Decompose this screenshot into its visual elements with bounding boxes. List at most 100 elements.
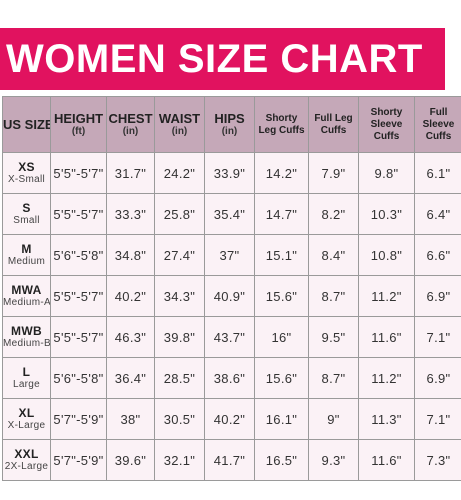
- measurement-cell: 14.2": [254, 152, 309, 194]
- measurement-cell: 11.6": [358, 316, 415, 358]
- measurement-cell: 5'6"-5'8": [50, 234, 107, 276]
- measurement-cell: 43.7": [204, 316, 255, 358]
- measurement-cell: 8.7": [308, 357, 359, 399]
- table-row: M Medium 5'6"-5'8" 34.8" 27.4" 37" 15.1" 8.4" 10…: [2, 234, 461, 276]
- size-chart-table: US SIZE HEIGHT (ft) CHEST (in) WAIST (in) HIPS(…: [2, 96, 461, 481]
- column-header: US SIZE: [2, 96, 51, 153]
- column-header-unit: (in): [221, 126, 238, 137]
- measurement-cell: 30.5": [154, 398, 205, 440]
- column-header-unit: (ft): [71, 126, 86, 137]
- column-header-label: CHEST: [108, 111, 153, 126]
- measurement-cell: 46.3": [106, 316, 155, 358]
- measurement-cell: 8.4": [308, 234, 359, 276]
- measurement-cell: 5'6"-5'8": [50, 357, 107, 399]
- measurement-cell: 27.4": [154, 234, 205, 276]
- measurement-cell: 37": [204, 234, 255, 276]
- column-header-label: Shorty Sleeve Cuffs: [370, 106, 403, 142]
- measurement-cell: 16.1": [254, 398, 309, 440]
- measurement-cell: 11.6": [358, 439, 415, 481]
- size-code: XS: [18, 160, 35, 174]
- measurement-cell: 35.4": [204, 193, 255, 235]
- measurement-cell: 24.2": [154, 152, 205, 194]
- title-banner: WOMEN SIZE CHART: [0, 28, 445, 90]
- column-header-label: WAIST: [158, 111, 201, 126]
- measurement-cell: 5'5"-5'7": [50, 316, 107, 358]
- measurement-cell: 8.2": [308, 193, 359, 235]
- measurement-cell: 39.8": [154, 316, 205, 358]
- measurement-cell: 6.9": [414, 275, 461, 317]
- measurement-cell: 36.4": [106, 357, 155, 399]
- size-name: 2X-Large: [4, 461, 49, 472]
- column-header-unit: (in): [171, 126, 188, 137]
- table-row: XXL 2X-Large 5'7"-5'9" 39.6" 32.1" 41.7" 16.5"…: [2, 439, 461, 481]
- size-cell: MWA Medium-A: [2, 275, 51, 317]
- measurement-cell: 11.3": [358, 398, 415, 440]
- size-code: L: [22, 365, 31, 379]
- measurement-cell: 39.6": [106, 439, 155, 481]
- header-row: US SIZE HEIGHT (ft) CHEST (in) WAIST (in) HIPS(…: [2, 96, 461, 153]
- measurement-cell: 15.6": [254, 357, 309, 399]
- column-header-label: HEIGHT: [53, 111, 104, 126]
- table-row: XS X-Small 5'5"-5'7" 31.7" 24.2" 33.9" 14.2" 7.…: [2, 152, 461, 194]
- size-name: Small: [13, 215, 40, 226]
- measurement-cell: 15.1": [254, 234, 309, 276]
- size-name: X-Small: [7, 174, 46, 185]
- size-code: XL: [18, 406, 35, 420]
- measurement-cell: 7.1": [414, 316, 461, 358]
- measurement-cell: 38.6": [204, 357, 255, 399]
- table-row: MWB Medium-B 5'5"-5'7" 46.3" 39.8" 43.7" 16" 9.…: [2, 316, 461, 358]
- size-name: Medium-B: [3, 338, 51, 349]
- measurement-cell: 6.4": [414, 193, 461, 235]
- measurement-cell: 40.9": [204, 275, 255, 317]
- column-header: HEIGHT (ft): [50, 96, 107, 153]
- measurement-cell: 40.2": [204, 398, 255, 440]
- size-code: XXL: [14, 447, 39, 461]
- measurement-cell: 38": [106, 398, 155, 440]
- size-name: X-Large: [7, 420, 46, 431]
- size-cell: MWB Medium-B: [2, 316, 51, 358]
- column-header: Full Sleeve Cuffs: [414, 96, 461, 153]
- measurement-cell: 6.1": [414, 152, 461, 194]
- measurement-cell: 6.6": [414, 234, 461, 276]
- measurement-cell: 16.5": [254, 439, 309, 481]
- column-header-label: US SIZE: [3, 117, 51, 132]
- size-cell: XXL 2X-Large: [2, 439, 51, 481]
- measurement-cell: 16": [254, 316, 309, 358]
- size-cell: L Large: [2, 357, 51, 399]
- size-cell: XL X-Large: [2, 398, 51, 440]
- size-cell: XS X-Small: [2, 152, 51, 194]
- column-header-label: Full Sleeve Cuffs: [422, 106, 455, 142]
- size-name: Medium-A: [3, 297, 51, 308]
- measurement-cell: 33.3": [106, 193, 155, 235]
- measurement-cell: 11.2": [358, 357, 415, 399]
- measurement-cell: 9.3": [308, 439, 359, 481]
- table-row: L Large 5'6"-5'8" 36.4" 28.5" 38.6" 15.6" 8.7" 1…: [2, 357, 461, 399]
- column-header: HIPS (in): [204, 96, 255, 153]
- measurement-cell: 40.2": [106, 275, 155, 317]
- measurement-cell: 5'5"-5'7": [50, 275, 107, 317]
- size-code: MWA: [11, 283, 42, 297]
- column-header: Shorty Sleeve Cuffs: [358, 96, 415, 153]
- column-header-label: Full Leg Cuffs: [314, 112, 353, 136]
- size-code: S: [22, 201, 31, 215]
- measurement-cell: 34.3": [154, 275, 205, 317]
- measurement-cell: 5'7"-5'9": [50, 398, 107, 440]
- measurement-cell: 41.7": [204, 439, 255, 481]
- column-header-unit: (in): [122, 126, 139, 137]
- measurement-cell: 15.6": [254, 275, 309, 317]
- measurement-cell: 7.1": [414, 398, 461, 440]
- measurement-cell: 34.8": [106, 234, 155, 276]
- measurement-cell: 7.3": [414, 439, 461, 481]
- measurement-cell: 5'5"-5'7": [50, 193, 107, 235]
- size-cell: M Medium: [2, 234, 51, 276]
- measurement-cell: 5'7"-5'9": [50, 439, 107, 481]
- measurement-cell: 33.9": [204, 152, 255, 194]
- column-header: CHEST (in): [106, 96, 155, 153]
- table-row: MWA Medium-A 5'5"-5'7" 40.2" 34.3" 40.9" 15.6"…: [2, 275, 461, 317]
- measurement-cell: 6.9": [414, 357, 461, 399]
- measurement-cell: 14.7": [254, 193, 309, 235]
- table-body: XS X-Small 5'5"-5'7" 31.7" 24.2" 33.9" 14.2" 7.…: [2, 152, 461, 481]
- page-title: WOMEN SIZE CHART: [6, 36, 423, 81]
- table-row: XL X-Large 5'7"-5'9" 38" 30.5" 40.2" 16.1" 9" 11…: [2, 398, 461, 440]
- measurement-cell: 9.8": [358, 152, 415, 194]
